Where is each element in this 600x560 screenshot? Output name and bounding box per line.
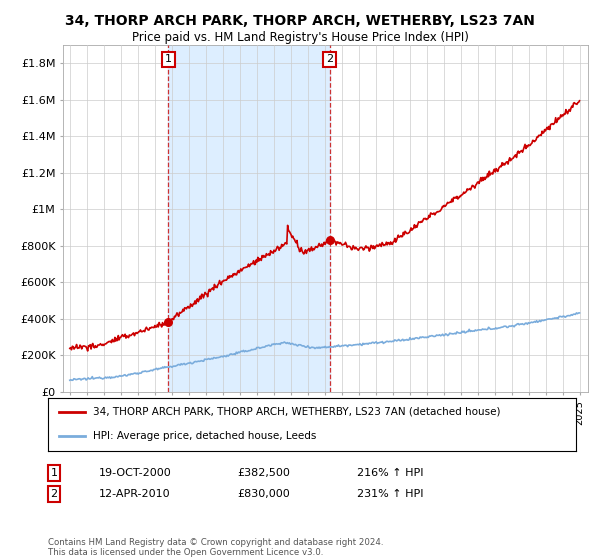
- Text: 2: 2: [50, 489, 58, 499]
- Point: [164, 318, 173, 326]
- Text: 34, THORP ARCH PARK, THORP ARCH, WETHERBY, LS23 7AN (detached house): 34, THORP ARCH PARK, THORP ARCH, WETHERB…: [93, 407, 500, 417]
- Text: £382,500: £382,500: [237, 468, 290, 478]
- Text: 1: 1: [50, 468, 58, 478]
- Text: 34, THORP ARCH PARK, THORP ARCH, WETHERBY, LS23 7AN: 34, THORP ARCH PARK, THORP ARCH, WETHERB…: [65, 14, 535, 28]
- Text: 2: 2: [326, 54, 334, 64]
- Text: 1: 1: [165, 54, 172, 64]
- Text: Price paid vs. HM Land Registry's House Price Index (HPI): Price paid vs. HM Land Registry's House …: [131, 31, 469, 44]
- Text: 19-OCT-2000: 19-OCT-2000: [99, 468, 172, 478]
- Text: 12-APR-2010: 12-APR-2010: [99, 489, 170, 499]
- Text: Contains HM Land Registry data © Crown copyright and database right 2024.
This d: Contains HM Land Registry data © Crown c…: [48, 538, 383, 557]
- Text: 231% ↑ HPI: 231% ↑ HPI: [357, 489, 424, 499]
- Text: 216% ↑ HPI: 216% ↑ HPI: [357, 468, 424, 478]
- Text: HPI: Average price, detached house, Leeds: HPI: Average price, detached house, Leed…: [93, 431, 316, 441]
- Text: £830,000: £830,000: [237, 489, 290, 499]
- Point: [325, 236, 335, 245]
- Bar: [169, 45, 330, 392]
